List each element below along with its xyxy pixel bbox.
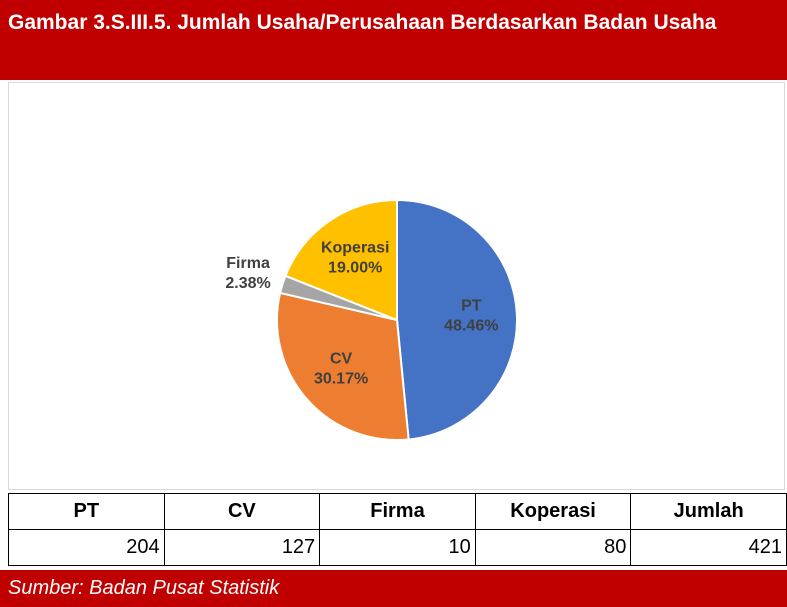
slice-value-label: 30.17% bbox=[314, 370, 368, 387]
header-row: PT CV Firma Koperasi Jumlah bbox=[8, 493, 787, 530]
data-cell: 10 bbox=[319, 529, 476, 566]
data-cell: 204 bbox=[8, 529, 165, 566]
data-table: PT CV Firma Koperasi Jumlah 204 127 10 80 421 bbox=[8, 493, 787, 566]
chart: PT 48.46% CV 30.17% Firma 2.38% Koperasi 19.00% bbox=[8, 82, 785, 490]
header-cell: PT bbox=[8, 493, 165, 530]
header-cell: Jumlah bbox=[630, 493, 787, 530]
slice-label: Koperasi bbox=[321, 240, 389, 257]
source-note: Sumber: Badan Pusat Statistik bbox=[0, 570, 787, 607]
pie-slice bbox=[276, 291, 410, 441]
data-cell: 80 bbox=[474, 529, 632, 566]
slice-value-label: 2.38% bbox=[225, 275, 270, 292]
data-row: 204 127 10 80 421 bbox=[8, 529, 787, 566]
header-cell: CV bbox=[163, 493, 321, 530]
pie-slice bbox=[284, 198, 398, 322]
slice-value-label: 19.00% bbox=[328, 260, 382, 277]
slice-label: PT bbox=[461, 298, 482, 315]
data-cell: 421 bbox=[630, 529, 787, 566]
chart-title: Gambar 3.S.III.5. Jumlah Usaha/Perusahaa… bbox=[0, 0, 787, 80]
slice-label: Firma bbox=[226, 255, 270, 272]
header-cell: Koperasi bbox=[474, 493, 632, 530]
data-cell: 127 bbox=[163, 529, 321, 566]
header-cell: Firma bbox=[319, 493, 476, 530]
pie-slice bbox=[396, 198, 518, 441]
slice-label: CV bbox=[330, 350, 353, 367]
slice-value-label: 48.46% bbox=[444, 318, 498, 335]
